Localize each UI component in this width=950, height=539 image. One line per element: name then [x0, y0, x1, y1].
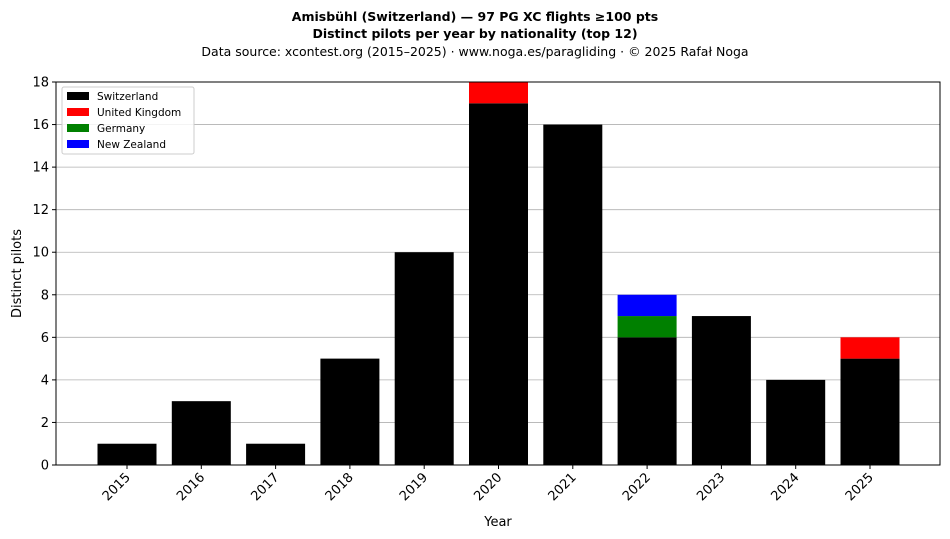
- y-tick-label: 16: [32, 118, 49, 133]
- x-tick-label: 2021: [546, 470, 580, 504]
- x-tick-label: 2018: [323, 470, 357, 504]
- y-tick-label: 18: [32, 76, 49, 91]
- y-tick-label: 6: [41, 331, 49, 346]
- x-tick-label: 2024: [769, 470, 803, 504]
- y-axis-label: Distinct pilots: [10, 229, 25, 318]
- x-tick-label: 2025: [843, 470, 877, 504]
- bar-switzerland-2023: [691, 316, 751, 465]
- y-axis: 0 2 4 6 8 10 12 14 16 18: [32, 76, 56, 474]
- chart-subtitle: Data source: xcontest.org (2015–2025) · …: [201, 44, 748, 59]
- bar-switzerland-2019: [394, 252, 454, 465]
- bar-switzerland-2020: [469, 103, 528, 466]
- x-tick-label: 2020: [471, 470, 505, 504]
- y-tick-label: 0: [41, 459, 49, 474]
- y-tick-label: 12: [32, 203, 49, 218]
- bar-switzerland-2018: [320, 358, 380, 465]
- x-axis: 2015 2016 2017 2018 2019 2020 2021 2022 2023 2024…: [100, 465, 877, 504]
- x-axis-label: Year: [483, 515, 512, 530]
- x-tick-label: 2019: [397, 470, 431, 504]
- bar-united-kingdom-2020: [469, 82, 528, 104]
- y-tick-label: 4: [41, 373, 49, 388]
- x-tick-label: 2015: [100, 470, 134, 504]
- legend-label: Switzerland: [97, 91, 158, 103]
- x-tick-label: 2016: [174, 470, 208, 504]
- bar-united-kingdom-2025: [840, 337, 900, 359]
- bar-switzerland-2025: [840, 358, 900, 465]
- legend-box: [61, 86, 195, 155]
- legend-swatch: [67, 140, 89, 148]
- legend-swatch: [67, 124, 89, 132]
- legend-label: Germany: [97, 123, 145, 135]
- bar-switzerland-2015: [97, 443, 157, 465]
- y-tick-label: 8: [41, 288, 49, 303]
- bar-switzerland-2017: [246, 443, 306, 465]
- bar-switzerland-2021: [543, 124, 603, 466]
- x-tick-label: 2017: [248, 470, 282, 504]
- y-tick-label: 2: [41, 416, 49, 431]
- chart-title-line1: Amisbühl (Switzerland) — 97 PG XC flight…: [292, 9, 658, 24]
- bar-switzerland-2022: [617, 337, 677, 465]
- bars: [97, 82, 900, 466]
- bar-switzerland-2016: [171, 401, 231, 465]
- x-tick-label: 2023: [694, 470, 728, 504]
- chart-title-line2: Distinct pilots per year by nationality …: [312, 26, 637, 41]
- legend-label: New Zealand: [97, 139, 166, 151]
- legend-label: United Kingdom: [97, 107, 181, 119]
- legend: Switzerland United Kingdom Germany New Zeal…: [61, 86, 195, 155]
- legend-swatch: [67, 92, 89, 100]
- y-tick-label: 14: [32, 161, 49, 176]
- bar-germany-2022: [617, 316, 677, 338]
- y-tick-label: 10: [32, 246, 49, 261]
- bar-new-zealand-2022: [617, 294, 677, 317]
- legend-swatch: [67, 108, 89, 116]
- x-tick-label: 2022: [620, 470, 654, 504]
- bar-switzerland-2024: [766, 379, 826, 465]
